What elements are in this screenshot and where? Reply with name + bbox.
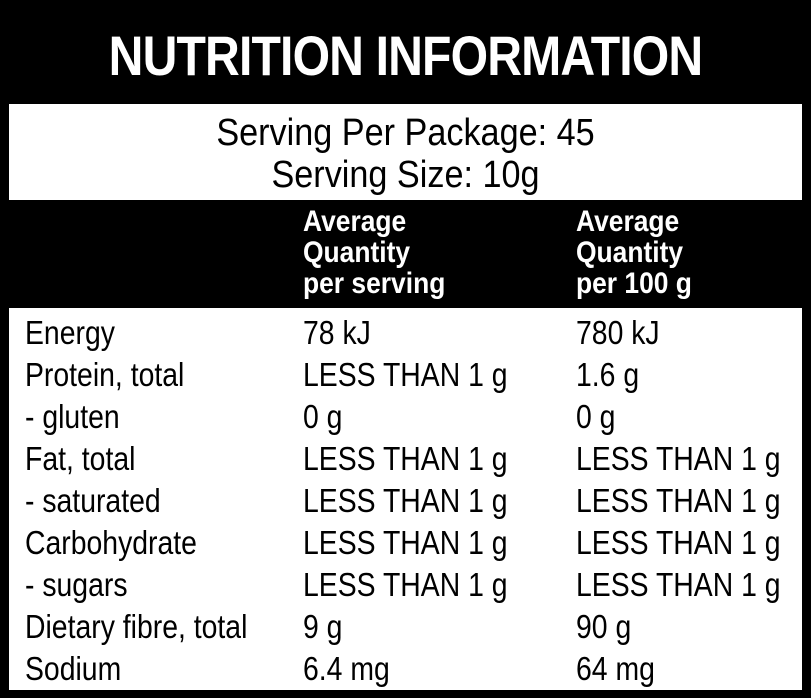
column-header-band: Average Quantity per serving Average Qua… — [0, 200, 811, 308]
table-row: Dietary fibre, total 9 g 90 g — [9, 606, 802, 648]
column-header-line: Average — [576, 205, 680, 238]
column-header-line: Quantity — [576, 236, 684, 269]
nutrient-name: - gluten — [25, 398, 120, 435]
table-row: - saturated LESS THAN 1 g LESS THAN 1 g — [9, 480, 802, 522]
nutrient-name: Energy — [25, 314, 115, 351]
value-per-100g: LESS THAN 1 g — [576, 566, 781, 603]
value-per-100g: 1.6 g — [576, 356, 640, 393]
value-per-serving: 0 g — [303, 398, 343, 435]
table-row: Sodium 6.4 mg 64 mg — [9, 648, 802, 690]
nutrient-name: - sugars — [25, 566, 128, 603]
panel-title: NUTRITION INFORMATION — [108, 24, 704, 87]
value-per-serving: 9 g — [303, 608, 343, 645]
column-header-per-100g: Average Quantity per 100 g — [576, 206, 692, 299]
column-header-line: Average — [303, 205, 407, 238]
table-row: - gluten 0 g 0 g — [9, 396, 802, 438]
serving-size: Serving Size: 10g — [271, 154, 540, 196]
nutrient-name: - saturated — [25, 482, 161, 519]
table-row: Carbohydrate LESS THAN 1 g LESS THAN 1 g — [9, 522, 802, 564]
nutrient-name: Carbohydrate — [25, 524, 197, 561]
nutrient-name: Fat, total — [25, 440, 136, 477]
table-row: - sugars LESS THAN 1 g LESS THAN 1 g — [9, 564, 802, 606]
table-row: Energy 78 kJ 780 kJ — [9, 312, 802, 354]
column-header-line: per 100 g — [576, 267, 692, 300]
nutrient-name: Sodium — [25, 650, 122, 687]
value-per-100g: LESS THAN 1 g — [576, 524, 781, 561]
value-per-serving: LESS THAN 1 g — [303, 524, 508, 561]
value-per-100g: LESS THAN 1 g — [576, 482, 781, 519]
value-per-serving: LESS THAN 1 g — [303, 482, 508, 519]
table-row: Fat, total LESS THAN 1 g LESS THAN 1 g — [9, 438, 802, 480]
table-row: Protein, total LESS THAN 1 g 1.6 g — [9, 354, 802, 396]
value-per-serving: LESS THAN 1 g — [303, 566, 508, 603]
value-per-serving: LESS THAN 1 g — [303, 356, 508, 393]
value-per-100g: 780 kJ — [576, 314, 660, 351]
nutrient-name: Protein, total — [25, 356, 185, 393]
nutrient-table: Energy 78 kJ 780 kJ Protein, total LESS … — [9, 308, 802, 690]
value-per-serving: 6.4 mg — [303, 650, 390, 687]
value-per-100g: 64 mg — [576, 650, 655, 687]
value-per-serving: LESS THAN 1 g — [303, 440, 508, 477]
servings-per-package: Serving Per Package: 45 — [216, 112, 595, 154]
value-per-serving: 78 kJ — [303, 314, 371, 351]
column-header-per-serving: Average Quantity per serving — [303, 206, 445, 299]
value-per-100g: 0 g — [576, 398, 616, 435]
column-header-line: Quantity — [303, 236, 411, 269]
column-header-line: per serving — [303, 267, 446, 300]
serving-info: Serving Per Package: 45 Serving Size: 10… — [9, 104, 802, 200]
nutrient-name: Dietary fibre, total — [25, 608, 248, 645]
value-per-100g: 90 g — [576, 608, 632, 645]
value-per-100g: LESS THAN 1 g — [576, 440, 781, 477]
